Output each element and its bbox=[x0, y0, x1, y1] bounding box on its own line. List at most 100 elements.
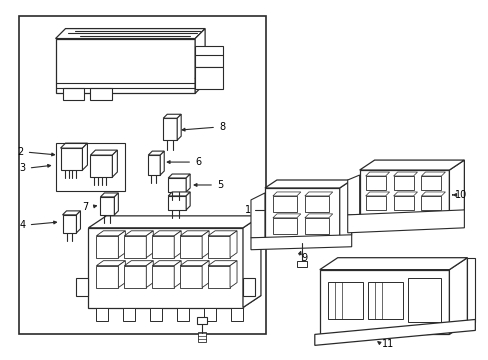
Bar bbox=[243, 278, 254, 296]
Bar bbox=[124, 266, 146, 288]
Bar bbox=[19, 15, 265, 334]
Polygon shape bbox=[62, 211, 81, 215]
Polygon shape bbox=[421, 172, 445, 176]
Polygon shape bbox=[250, 235, 351, 250]
Text: 10: 10 bbox=[454, 190, 467, 200]
Bar bbox=[198, 332, 205, 342]
Polygon shape bbox=[272, 214, 300, 218]
Bar bbox=[76, 278, 88, 296]
Polygon shape bbox=[304, 214, 332, 218]
Polygon shape bbox=[146, 231, 153, 258]
Polygon shape bbox=[186, 192, 190, 210]
Bar bbox=[123, 307, 135, 321]
Polygon shape bbox=[96, 261, 125, 266]
Bar bbox=[407, 278, 441, 323]
Polygon shape bbox=[180, 231, 209, 236]
Polygon shape bbox=[124, 231, 153, 236]
Text: 5: 5 bbox=[217, 180, 223, 190]
Bar bbox=[208, 236, 229, 258]
Polygon shape bbox=[174, 261, 181, 288]
Polygon shape bbox=[243, 216, 261, 307]
Polygon shape bbox=[448, 160, 464, 220]
Bar bbox=[88, 228, 243, 307]
Text: 2: 2 bbox=[18, 147, 24, 157]
Bar bbox=[195, 67, 223, 89]
Bar bbox=[148, 155, 160, 175]
Bar bbox=[150, 307, 162, 321]
Bar bbox=[304, 196, 328, 212]
Bar bbox=[56, 143, 125, 191]
Polygon shape bbox=[168, 192, 190, 196]
Bar bbox=[152, 236, 174, 258]
Bar bbox=[197, 318, 207, 324]
Text: 3: 3 bbox=[20, 163, 26, 173]
Bar bbox=[90, 155, 112, 177]
Polygon shape bbox=[304, 192, 332, 196]
Bar bbox=[296, 261, 306, 267]
Polygon shape bbox=[264, 180, 351, 188]
Polygon shape bbox=[146, 261, 153, 288]
Bar bbox=[421, 196, 441, 210]
Bar bbox=[203, 307, 216, 321]
Bar bbox=[96, 266, 118, 288]
Polygon shape bbox=[229, 231, 237, 258]
Polygon shape bbox=[229, 261, 237, 288]
Polygon shape bbox=[61, 143, 87, 148]
Bar bbox=[180, 266, 202, 288]
Polygon shape bbox=[112, 150, 117, 177]
Polygon shape bbox=[82, 143, 87, 170]
Polygon shape bbox=[393, 172, 417, 176]
Polygon shape bbox=[124, 261, 153, 266]
Polygon shape bbox=[250, 193, 264, 238]
Polygon shape bbox=[421, 192, 445, 196]
Polygon shape bbox=[347, 210, 464, 233]
Bar bbox=[100, 197, 114, 215]
Bar bbox=[365, 176, 385, 190]
Polygon shape bbox=[202, 261, 209, 288]
Polygon shape bbox=[148, 151, 164, 155]
Bar bbox=[359, 170, 448, 220]
Bar bbox=[272, 218, 296, 234]
Bar bbox=[393, 196, 413, 210]
Polygon shape bbox=[152, 231, 181, 236]
Polygon shape bbox=[448, 258, 467, 334]
Bar bbox=[177, 307, 189, 321]
Polygon shape bbox=[114, 193, 118, 215]
Polygon shape bbox=[314, 319, 474, 345]
Bar bbox=[208, 266, 229, 288]
Polygon shape bbox=[339, 180, 351, 243]
Polygon shape bbox=[177, 114, 181, 140]
Bar bbox=[62, 215, 76, 233]
Bar bbox=[467, 258, 474, 323]
Bar bbox=[96, 236, 118, 258]
Polygon shape bbox=[96, 231, 125, 236]
Polygon shape bbox=[100, 193, 118, 197]
Polygon shape bbox=[272, 192, 300, 196]
Bar bbox=[62, 88, 84, 100]
Bar bbox=[272, 196, 296, 212]
Bar bbox=[168, 178, 186, 192]
Bar bbox=[180, 236, 202, 258]
Polygon shape bbox=[160, 151, 164, 175]
Bar bbox=[393, 176, 413, 190]
Bar bbox=[264, 188, 339, 243]
Polygon shape bbox=[76, 211, 81, 233]
Polygon shape bbox=[90, 150, 117, 155]
Bar bbox=[365, 196, 385, 210]
Polygon shape bbox=[168, 174, 190, 178]
Polygon shape bbox=[186, 174, 190, 192]
Text: 7: 7 bbox=[82, 202, 88, 212]
Bar bbox=[90, 88, 112, 100]
Polygon shape bbox=[195, 28, 204, 78]
Polygon shape bbox=[347, 175, 359, 215]
Text: 1: 1 bbox=[244, 205, 250, 215]
Polygon shape bbox=[152, 261, 181, 266]
Polygon shape bbox=[393, 192, 417, 196]
Bar bbox=[319, 270, 448, 334]
Polygon shape bbox=[202, 231, 209, 258]
Polygon shape bbox=[118, 261, 125, 288]
Polygon shape bbox=[365, 172, 389, 176]
Bar bbox=[367, 282, 402, 319]
Polygon shape bbox=[88, 296, 261, 307]
Polygon shape bbox=[180, 261, 209, 266]
